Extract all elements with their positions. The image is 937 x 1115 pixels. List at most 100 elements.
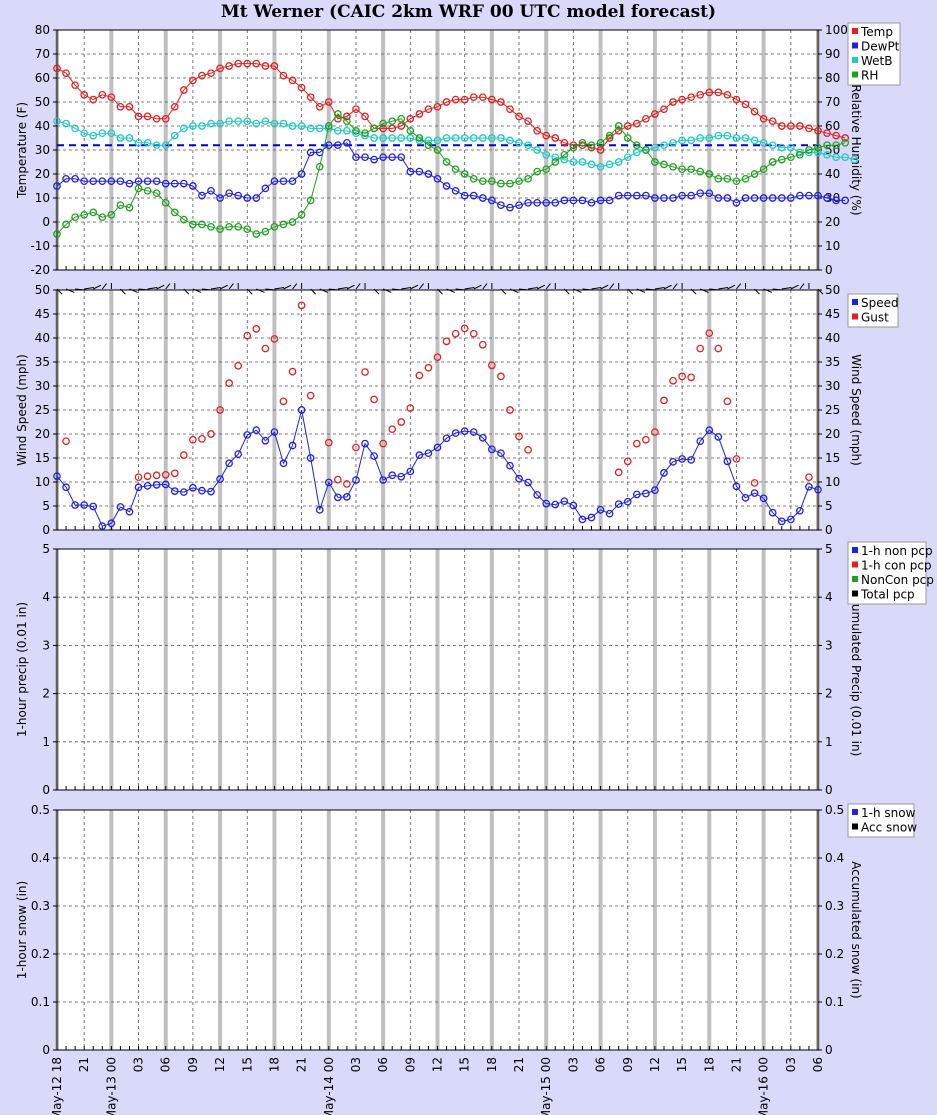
data-point xyxy=(723,131,732,140)
data-point xyxy=(333,141,342,150)
wind-barb xyxy=(645,288,656,291)
data-point xyxy=(71,213,79,222)
data-point xyxy=(234,450,243,459)
data-point xyxy=(460,95,469,104)
data-point xyxy=(569,141,578,150)
data-point xyxy=(189,122,197,130)
data-point xyxy=(569,143,578,152)
data-point xyxy=(642,114,650,123)
series-line xyxy=(56,142,846,209)
data-point xyxy=(759,494,768,503)
data-point xyxy=(62,220,70,229)
data-point xyxy=(442,337,451,346)
data-point xyxy=(198,220,206,229)
data-point xyxy=(750,107,759,116)
data-point xyxy=(143,481,152,490)
wind-barb xyxy=(709,288,720,291)
data-point xyxy=(179,124,188,133)
data-point xyxy=(669,376,677,385)
legend-swatch xyxy=(852,561,858,568)
data-point xyxy=(623,497,632,506)
data-point xyxy=(723,174,732,183)
gridline-6h xyxy=(652,549,657,790)
y2-tick-label: 50 xyxy=(825,283,840,297)
data-point xyxy=(216,64,224,73)
data-point xyxy=(388,117,397,126)
x-tick-label: May-13 00 xyxy=(104,1057,118,1115)
data-point xyxy=(333,475,342,484)
data-point xyxy=(62,437,70,446)
data-point xyxy=(642,489,650,498)
wind-barb xyxy=(165,283,171,290)
gridline-6h xyxy=(218,810,223,1050)
data-point xyxy=(497,179,505,188)
data-point xyxy=(560,497,569,506)
data-point xyxy=(506,203,514,212)
data-point xyxy=(750,170,759,178)
data-point xyxy=(506,406,514,414)
gridline-6h xyxy=(163,810,168,1050)
y2-tick-label: 0 xyxy=(825,783,833,797)
wind-barb xyxy=(736,283,742,290)
data-point xyxy=(587,160,596,169)
data-point xyxy=(125,134,134,142)
data-point xyxy=(152,114,161,123)
data-point xyxy=(234,59,243,68)
data-point xyxy=(723,194,732,202)
data-point xyxy=(170,469,179,478)
data-point xyxy=(732,95,741,104)
y-tick-label: 60 xyxy=(35,71,50,85)
data-point xyxy=(297,83,306,92)
y-tick-label: 0 xyxy=(42,523,50,537)
data-point xyxy=(406,126,415,135)
x-tick-label: 12 xyxy=(431,1057,445,1072)
data-point xyxy=(750,479,759,487)
wind-barb xyxy=(663,284,672,290)
data-point xyxy=(53,230,61,238)
y-tick-label: 0.3 xyxy=(31,899,50,913)
gridline-6h xyxy=(381,549,386,790)
data-point xyxy=(497,372,505,381)
wind-barb xyxy=(373,288,380,295)
gridline-6h xyxy=(435,549,440,790)
y2-axis-label: Accumulated snow (in) xyxy=(849,861,863,998)
data-point xyxy=(134,177,143,186)
data-point xyxy=(669,138,677,147)
data-point xyxy=(225,117,233,126)
wind-barb xyxy=(101,283,107,290)
data-point xyxy=(433,146,442,154)
data-point xyxy=(216,194,224,202)
data-point xyxy=(424,449,433,458)
data-point xyxy=(632,439,641,448)
wind-barb xyxy=(219,284,228,290)
data-point xyxy=(270,222,279,231)
data-point xyxy=(125,179,134,188)
data-point xyxy=(80,177,89,186)
wind-barb xyxy=(799,283,805,290)
wind-barb xyxy=(292,283,298,290)
y-axis-label: 1-hour snow (in) xyxy=(15,881,29,979)
data-point xyxy=(288,177,297,186)
y-tick-label: 0 xyxy=(42,215,50,229)
data-point xyxy=(524,198,532,207)
legend-box xyxy=(847,803,915,838)
gridline-6h xyxy=(163,549,168,790)
data-point xyxy=(98,522,107,531)
legend-label: 1-h snow xyxy=(861,806,916,820)
y2-tick-label: 0 xyxy=(825,263,833,277)
y2-tick-label: 10 xyxy=(825,239,840,253)
data-point xyxy=(107,129,116,138)
data-point xyxy=(488,445,496,454)
data-point xyxy=(642,435,650,444)
data-point xyxy=(189,220,197,229)
legend-swatch xyxy=(852,547,858,553)
data-point xyxy=(478,93,487,102)
data-point xyxy=(777,517,786,526)
x-tick-label: 03 xyxy=(349,1057,363,1072)
data-point xyxy=(696,167,705,176)
data-point xyxy=(696,134,705,142)
legend-swatch xyxy=(852,299,858,305)
wind-barb xyxy=(528,286,538,290)
data-point xyxy=(89,208,98,217)
